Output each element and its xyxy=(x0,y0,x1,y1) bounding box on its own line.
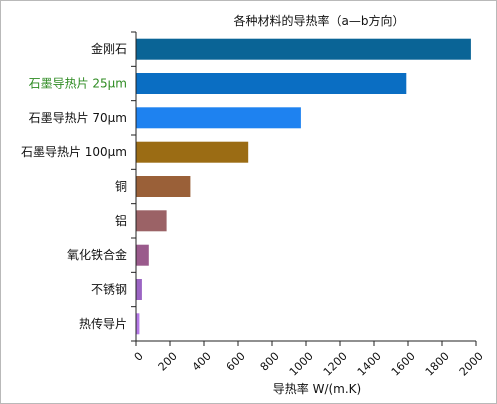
x-tick-label: 2000 xyxy=(457,350,486,379)
bar xyxy=(136,38,471,60)
bar xyxy=(136,279,142,300)
x-tick-label: 600 xyxy=(224,350,248,374)
category-label: 石墨导热片 25μm xyxy=(29,77,127,91)
chart-title: 各种材料的导热率（a—b方向） xyxy=(234,13,405,28)
x-tick-label: 1400 xyxy=(355,350,384,379)
category-label: 石墨导热片 100μm xyxy=(21,145,127,159)
bar xyxy=(136,313,140,335)
category-label: 铜 xyxy=(115,179,127,194)
bar xyxy=(136,73,407,94)
bar xyxy=(136,244,149,266)
x-tick-label: 800 xyxy=(258,350,282,374)
x-tick-label: 1000 xyxy=(287,350,316,379)
category-label: 金刚石 xyxy=(91,41,127,56)
x-tick-label: 200 xyxy=(156,350,180,374)
category-label: 石墨导热片 70μm xyxy=(29,111,127,125)
x-axis-label: 导热率 W/(m.K) xyxy=(273,381,361,396)
category-label: 热传导片 xyxy=(79,316,127,331)
x-tick-label: 1200 xyxy=(321,350,350,379)
category-label: 不锈钢 xyxy=(91,283,127,297)
x-tick-label: 1800 xyxy=(423,350,452,379)
x-tick-label: 1600 xyxy=(389,350,418,379)
category-label: 铝 xyxy=(115,213,127,228)
bar xyxy=(136,107,301,129)
category-label: 氧化铁合金 xyxy=(67,247,127,262)
bar xyxy=(136,210,167,232)
x-tick-label: 0 xyxy=(132,350,146,364)
bar xyxy=(136,176,191,197)
bar xyxy=(136,141,249,163)
x-tick-label: 400 xyxy=(190,350,214,374)
